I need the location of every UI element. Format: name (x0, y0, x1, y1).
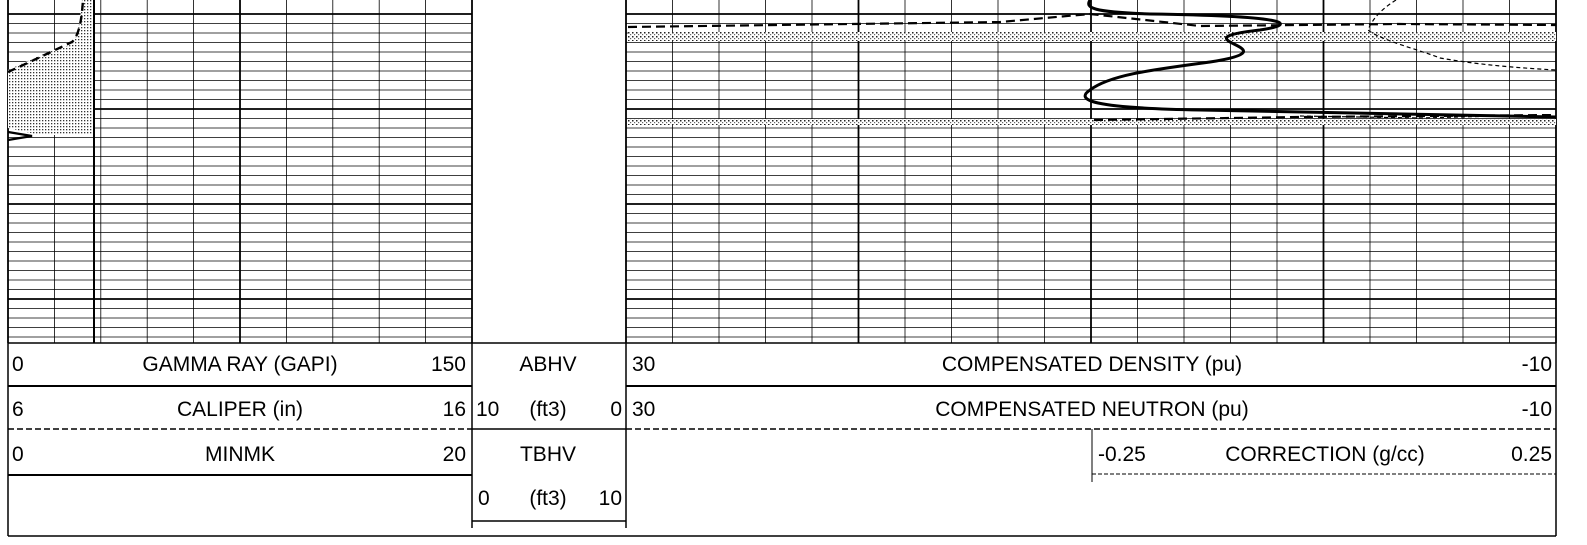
tbhv-max: 10 (599, 487, 622, 510)
minmk-label: MINMK (205, 443, 275, 466)
neutron-max: -10 (1522, 398, 1552, 421)
abhv-max: 0 (610, 398, 622, 421)
right-track-grid (625, 0, 1557, 343)
correction-curve (1367, 0, 1557, 71)
right-track-curves (627, 0, 1557, 125)
left-track-curves (7, 0, 95, 343)
caliper-max: 16 (443, 398, 466, 421)
density-shading-band-top (628, 32, 1556, 41)
gamma-ray-min: 0 (12, 353, 24, 376)
caliper-shading (8, 0, 94, 135)
density-shading-band-mid (628, 119, 1556, 125)
gamma-ray-curve (7, 130, 33, 142)
correction-max: 0.25 (1511, 443, 1552, 466)
gamma-ray-max: 150 (431, 353, 466, 376)
density-max: -10 (1522, 353, 1552, 376)
neutron-curve (627, 12, 1557, 29)
caliper-label: CALIPER (in) (177, 398, 303, 421)
abhv-unit: (ft3) (529, 398, 566, 421)
tbhv-unit: (ft3) (529, 487, 566, 510)
density-curve (1083, 0, 1557, 119)
correction-min: -0.25 (1098, 443, 1146, 466)
minmk-min: 0 (12, 443, 24, 466)
neutron-label: COMPENSATED NEUTRON (pu) (935, 398, 1248, 421)
caliper-curve (7, 0, 85, 74)
gamma-ray-label: GAMMA RAY (GAPI) (142, 353, 337, 376)
minmk-max: 20 (443, 443, 466, 466)
tbhv-label: TBHV (520, 443, 576, 466)
caliper-min: 6 (12, 398, 24, 421)
density-label: COMPENSATED DENSITY (pu) (942, 353, 1242, 376)
header-panel: 0 GAMMA RAY (GAPI) 150 ABHV 30 COMPENSAT… (7, 342, 1557, 537)
tbhv-min: 0 (478, 487, 490, 510)
density-min: 30 (632, 353, 655, 376)
abhv-min: 10 (476, 398, 499, 421)
abhv-label: ABHV (519, 353, 576, 376)
correction-label: CORRECTION (g/cc) (1225, 443, 1425, 466)
neutron-min: 30 (632, 398, 655, 421)
